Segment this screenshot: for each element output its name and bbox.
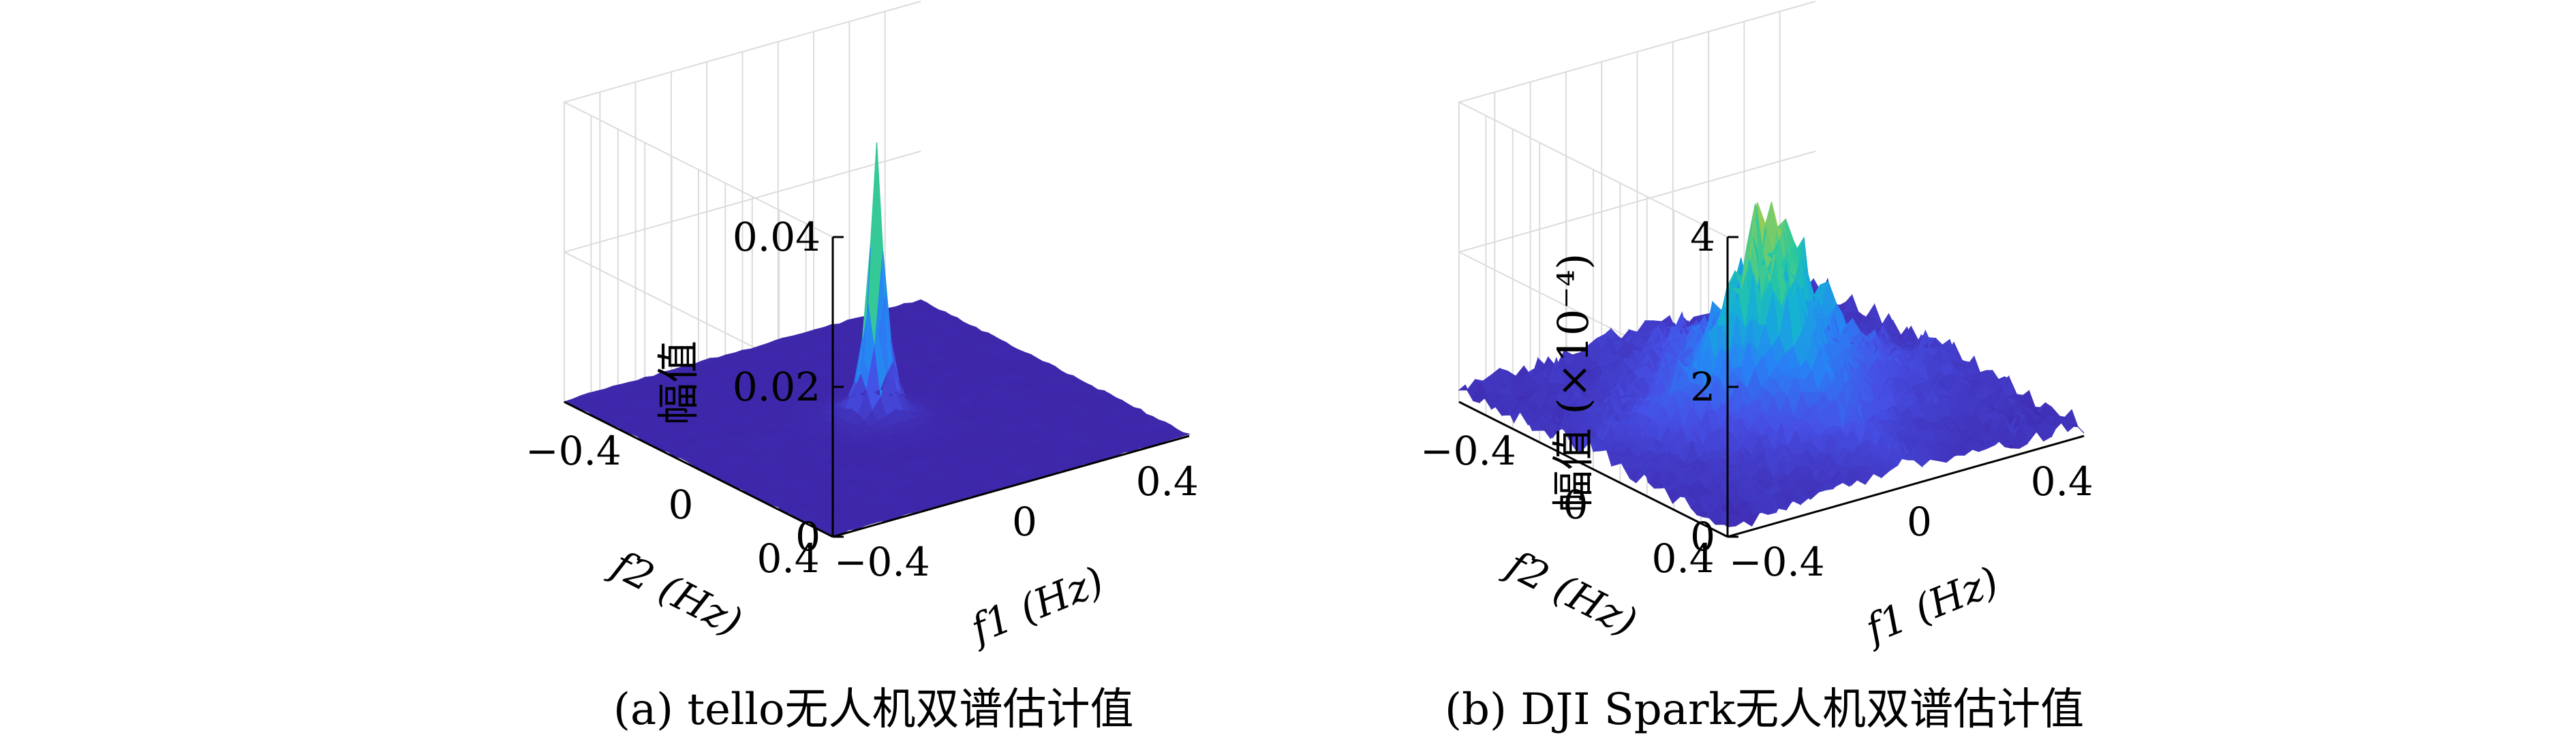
f2-tick-label: 0.4 bbox=[1651, 535, 1714, 582]
z-tick-label: 0.04 bbox=[733, 214, 821, 260]
z-tick-label: 0 bbox=[795, 514, 821, 560]
z-tick-label: 4 bbox=[1690, 214, 1715, 260]
z-tick-label: 0.02 bbox=[733, 364, 821, 410]
f1-tick-label: −0.4 bbox=[834, 539, 930, 585]
f1-tick-label: 0.4 bbox=[1136, 458, 1199, 505]
surface-cell bbox=[1972, 448, 1987, 452]
f1-tick-label: 0 bbox=[1907, 499, 1932, 545]
f2-axis-line bbox=[564, 401, 833, 538]
f1-tick-label: 0.4 bbox=[2031, 458, 2094, 505]
z-axis-label: 幅值 (×10⁻⁴) bbox=[1548, 253, 1598, 513]
caption-a: (a) tello无人机双谱估计值 bbox=[613, 685, 1134, 735]
f1-tick-label: −0.4 bbox=[1729, 539, 1825, 585]
f2-axis-label: f2 (Hz) bbox=[602, 540, 749, 646]
f2-tick-label: −0.4 bbox=[1420, 428, 1516, 474]
surface-cell bbox=[2070, 424, 2085, 434]
surface bbox=[1458, 202, 2085, 528]
surface-cell bbox=[1173, 432, 1191, 437]
caption-b: (b) DJI Spark无人机双谱估计值 bbox=[1445, 685, 2085, 735]
f1-axis-line bbox=[832, 435, 1190, 538]
f2-axis-label: f2 (Hz) bbox=[1497, 540, 1644, 646]
f1-tick-label: 0 bbox=[1012, 499, 1037, 545]
f1-axis-label: f1 (Hz) bbox=[962, 557, 1111, 653]
f2-tick-label: 0 bbox=[669, 482, 694, 528]
panel-b: 024−0.400.4 −0.400.4幅值 (×10⁻⁴)f2 (Hz) f1 (… bbox=[1420, 1, 2094, 653]
z-tick-label: 2 bbox=[1690, 364, 1715, 410]
z-axis-label: 幅值 bbox=[654, 341, 703, 425]
f2-tick-label: 0.4 bbox=[756, 535, 819, 582]
surface bbox=[563, 142, 1191, 536]
f2-tick-label: −0.4 bbox=[525, 428, 622, 474]
f1-axis-label: f1 (Hz) bbox=[1857, 557, 2006, 653]
